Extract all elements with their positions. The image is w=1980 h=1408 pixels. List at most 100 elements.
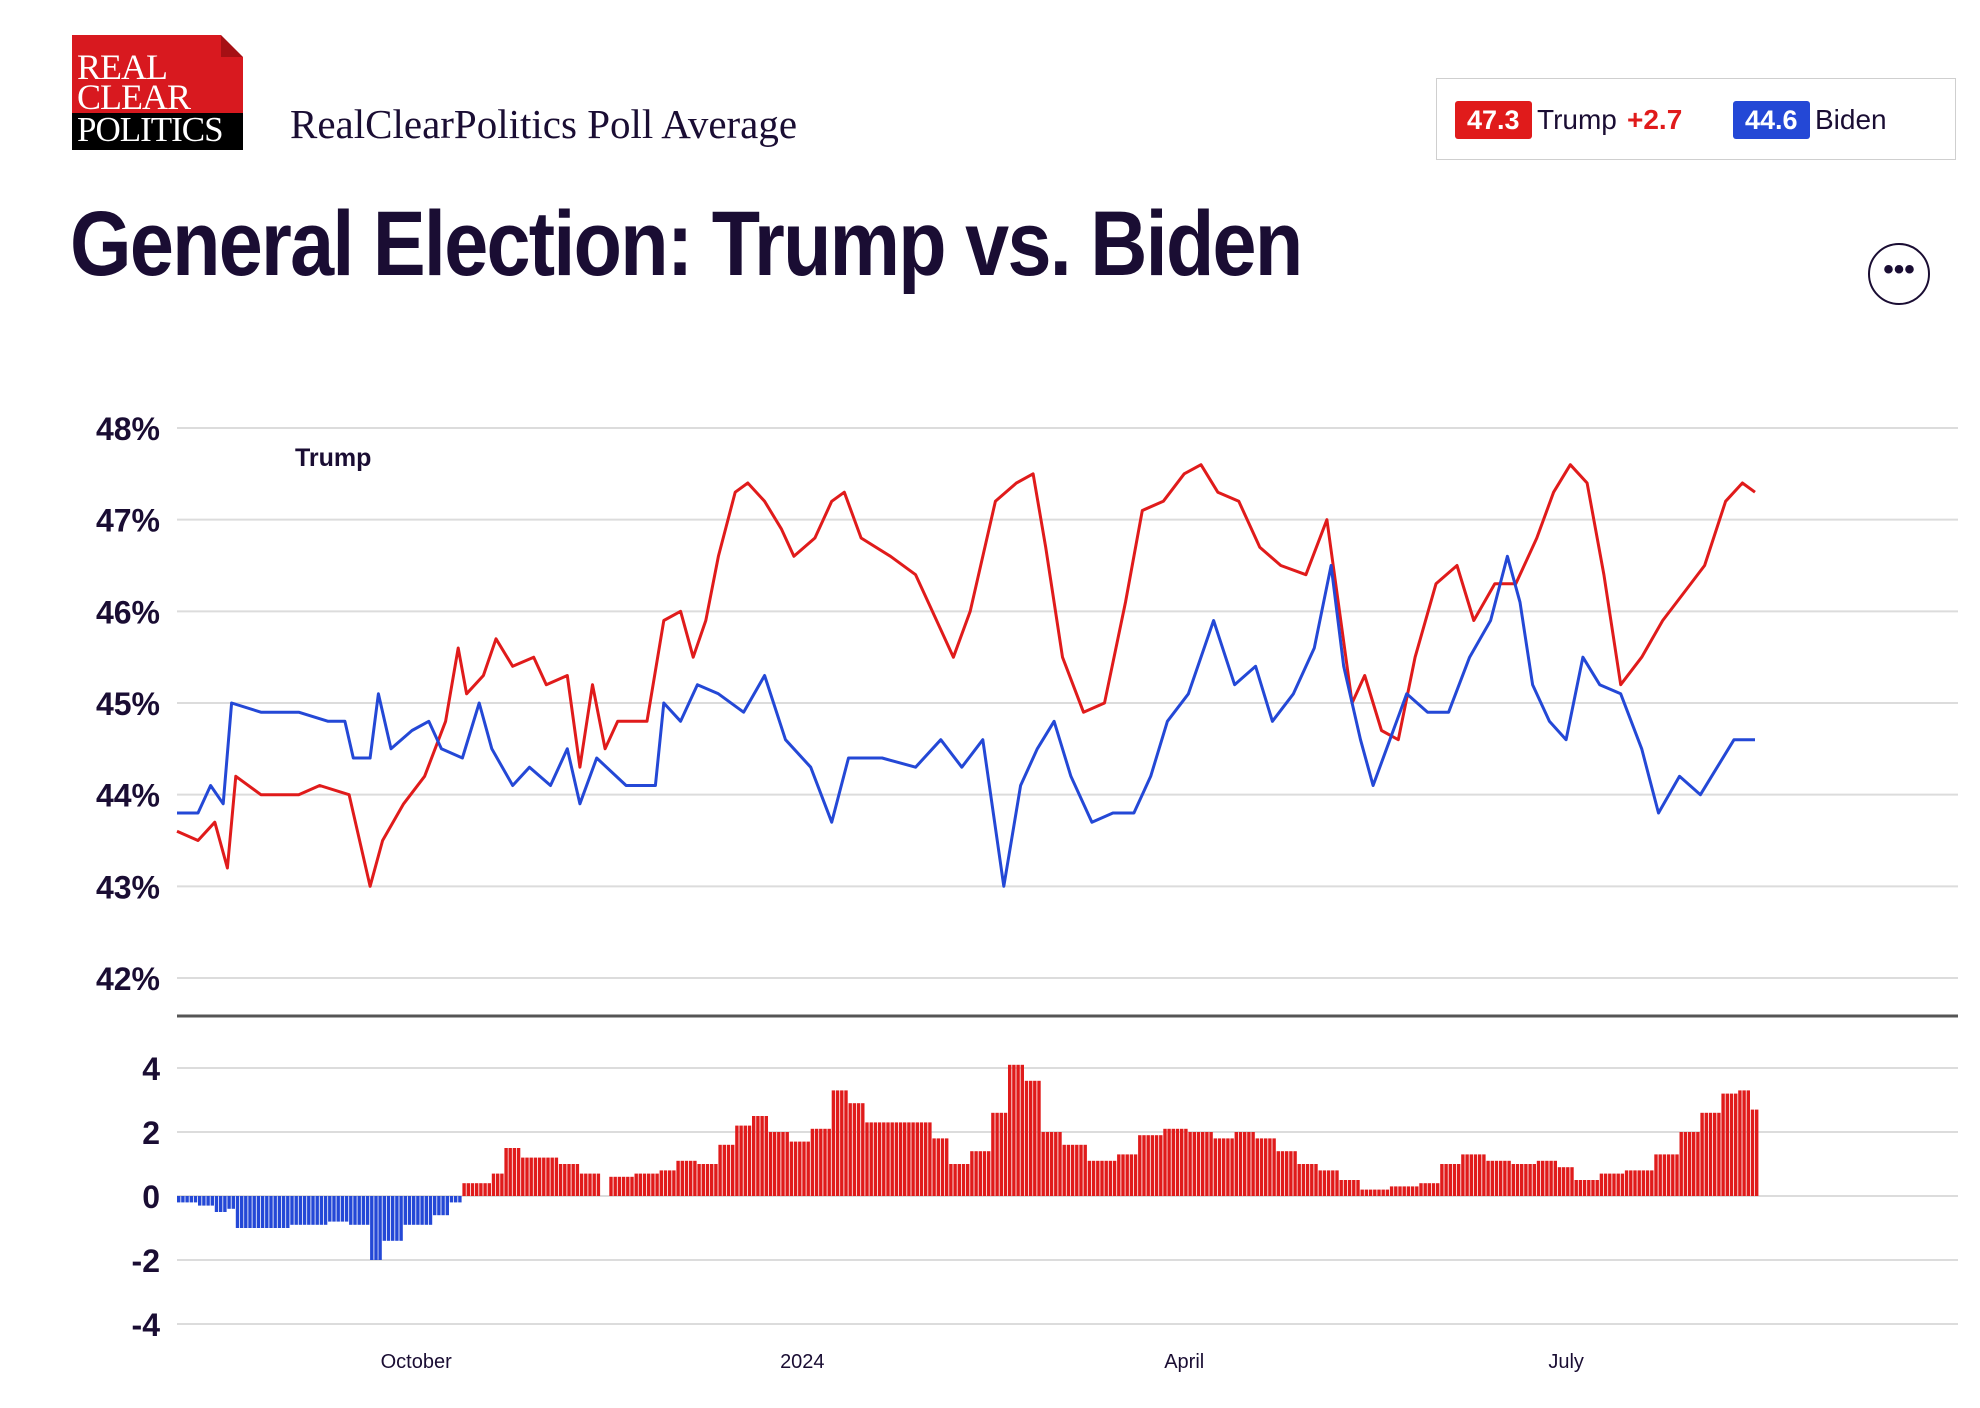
spread-bar — [911, 1122, 915, 1196]
spread-bar — [781, 1132, 785, 1196]
spread-bar — [1112, 1160, 1117, 1196]
spread-bar — [248, 1196, 252, 1228]
spread-bar — [1482, 1154, 1486, 1196]
spread-bar — [1129, 1154, 1134, 1196]
spread-bar — [1364, 1189, 1369, 1196]
spread-bar — [705, 1164, 710, 1196]
spread-bar — [1259, 1138, 1264, 1196]
spread-bar — [844, 1090, 848, 1196]
spread-bar — [1310, 1164, 1314, 1196]
spread-bar — [1410, 1186, 1415, 1196]
spread-bar — [1582, 1180, 1587, 1196]
spread-bar — [1566, 1167, 1570, 1196]
spread-bar — [689, 1160, 693, 1196]
spread-bar — [987, 1151, 991, 1196]
spread-bar — [1079, 1144, 1083, 1196]
spread-bar — [1717, 1112, 1721, 1196]
spread-bar — [1318, 1170, 1322, 1196]
spread-bar — [1465, 1154, 1469, 1196]
spread-bar — [1603, 1173, 1608, 1196]
spread-bar — [189, 1196, 193, 1203]
spread-bar — [953, 1164, 957, 1196]
spread-bar — [680, 1160, 684, 1196]
spread-bar — [982, 1151, 987, 1196]
x-axis-ticks: October 2024 April July — [381, 1351, 1584, 1373]
spread-bar — [399, 1196, 403, 1241]
page-title: General Election: Trump vs. Biden — [70, 193, 1303, 295]
spread-bar — [966, 1164, 970, 1196]
spread-bar — [1549, 1160, 1553, 1196]
y-tick-label: 43% — [96, 869, 160, 905]
spread-bar — [1713, 1112, 1717, 1196]
spread-bar — [1091, 1160, 1096, 1196]
spread-bar — [1356, 1180, 1360, 1196]
spread-bar — [1293, 1151, 1297, 1196]
spread-bar — [1738, 1090, 1742, 1196]
spread-bar — [1578, 1180, 1583, 1196]
spread-bar — [395, 1196, 399, 1241]
spread-bar — [1368, 1189, 1373, 1196]
spread-bar — [449, 1196, 454, 1203]
spread-bar — [978, 1151, 982, 1196]
spread-bar — [592, 1173, 596, 1196]
biden-value-badge: 44.6 — [1733, 101, 1810, 139]
spread-bar — [1184, 1128, 1188, 1196]
spread-bar — [1217, 1138, 1222, 1196]
y-tick-label: 42% — [96, 961, 160, 997]
spread-bar — [1326, 1170, 1331, 1196]
spread-bar — [361, 1196, 366, 1225]
spread-bar — [991, 1112, 995, 1196]
spread-bar — [1171, 1128, 1175, 1196]
spread-bar — [294, 1196, 298, 1225]
spread-bar — [777, 1132, 781, 1196]
spread-bar — [743, 1125, 747, 1196]
spread-bar — [328, 1196, 332, 1222]
spread-bar — [1058, 1132, 1062, 1196]
spread-bar — [252, 1196, 256, 1228]
spread-bar — [1201, 1132, 1205, 1196]
spread-bar — [584, 1173, 588, 1196]
spread-bar — [336, 1196, 340, 1222]
spread-y-tick-label: 4 — [142, 1051, 160, 1087]
more-options-button[interactable]: ••• — [1868, 243, 1930, 305]
spread-y-tick-label: -4 — [132, 1307, 161, 1343]
spread-bar — [1268, 1138, 1272, 1196]
spread-bar — [533, 1157, 538, 1196]
spread-bar — [1444, 1164, 1448, 1196]
spread-bar — [1314, 1164, 1318, 1196]
spread-bar — [1662, 1154, 1667, 1196]
spread-bar — [617, 1176, 622, 1196]
spread-bar — [1448, 1164, 1452, 1196]
spread-bar — [1075, 1144, 1079, 1196]
spread-bar — [936, 1138, 940, 1196]
spread-bar — [1020, 1064, 1024, 1196]
spread-bar — [1490, 1160, 1494, 1196]
spread-bar — [1360, 1189, 1364, 1196]
spread-bar — [1276, 1151, 1280, 1196]
y-tick-label: 44% — [96, 778, 160, 814]
spread-bar — [227, 1196, 231, 1209]
spread-bar — [370, 1196, 374, 1260]
spread-bar — [798, 1141, 802, 1196]
spread-bar — [198, 1196, 202, 1206]
spread-bar — [693, 1160, 697, 1196]
spread-bar — [630, 1176, 634, 1196]
spread-bar — [1725, 1093, 1729, 1196]
spread-bar — [1587, 1180, 1591, 1196]
spread-bar — [1734, 1093, 1738, 1196]
spread-bar — [684, 1160, 689, 1196]
spread-bar — [903, 1122, 907, 1196]
spread-bar — [525, 1157, 529, 1196]
spread-bar — [458, 1196, 462, 1203]
spread-bar — [1561, 1167, 1566, 1196]
spread-bar — [919, 1122, 924, 1196]
spread-bar — [1322, 1170, 1327, 1196]
spread-bar — [1024, 1080, 1029, 1196]
spread-bar — [298, 1196, 303, 1225]
spread-bar — [1070, 1144, 1075, 1196]
spread-bar — [1347, 1180, 1352, 1196]
spread-bar — [596, 1173, 601, 1196]
spread-bar — [1557, 1167, 1562, 1196]
spread-bar — [475, 1183, 479, 1196]
spread-bar — [1188, 1132, 1192, 1196]
